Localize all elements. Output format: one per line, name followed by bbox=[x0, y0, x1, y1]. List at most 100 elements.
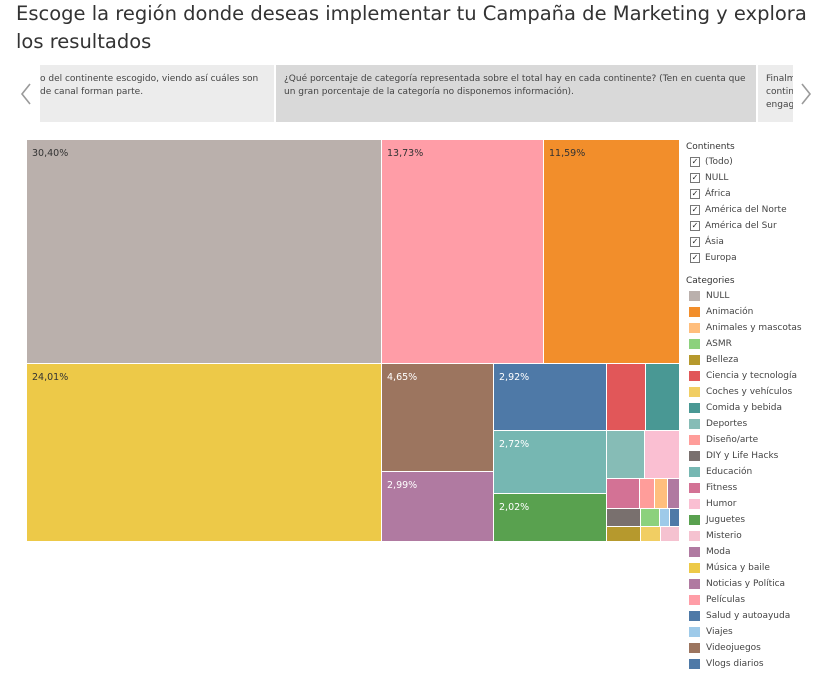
continent-filter-item[interactable]: ✓ Europa bbox=[686, 250, 826, 266]
continent-filter-label: África bbox=[705, 189, 731, 199]
treemap-tile[interactable]: 2,99% bbox=[382, 472, 494, 542]
category-legend-item[interactable]: Juguetes bbox=[686, 512, 826, 528]
color-swatch bbox=[689, 547, 700, 557]
category-legend-item[interactable]: Coches y vehículos bbox=[686, 384, 826, 400]
story-next-button[interactable] bbox=[797, 80, 815, 108]
category-legend-item[interactable]: NULL bbox=[686, 288, 826, 304]
continent-filter-item[interactable]: ✓ América del Norte bbox=[686, 202, 826, 218]
category-legend-item[interactable]: Misterio bbox=[686, 528, 826, 544]
checkbox-icon[interactable]: ✓ bbox=[690, 205, 700, 215]
treemap-tile[interactable] bbox=[646, 364, 680, 431]
continent-filter-item[interactable]: ✓ (Todo) bbox=[686, 154, 826, 170]
treemap-tile[interactable] bbox=[607, 509, 641, 527]
color-swatch bbox=[689, 531, 700, 541]
category-legend-item[interactable]: Viajes bbox=[686, 624, 826, 640]
category-legend-item[interactable]: Comida y bebida bbox=[686, 400, 826, 416]
category-legend-item[interactable]: Animación bbox=[686, 304, 826, 320]
legend-panel: Continents ✓ (Todo) ✓ NULL ✓ África ✓ América d… bbox=[686, 140, 826, 672]
category-legend-item[interactable]: Noticias y Política bbox=[686, 576, 826, 592]
story-prev-button[interactable] bbox=[17, 80, 35, 108]
color-swatch bbox=[689, 643, 700, 653]
category-legend-item[interactable]: Videojuegos bbox=[686, 640, 826, 656]
category-legend-item[interactable]: Diseño/arte bbox=[686, 432, 826, 448]
treemap-tile[interactable] bbox=[661, 527, 680, 542]
category-legend-item[interactable]: Humor bbox=[686, 496, 826, 512]
category-treemap: 30,40% 13,73% 11,59% 24,01% 4,65% 2,99% 2,92% 2… bbox=[27, 140, 680, 542]
category-legend-item[interactable]: Educación bbox=[686, 464, 826, 480]
checkbox-icon[interactable]: ✓ bbox=[690, 189, 700, 199]
treemap-tile[interactable]: 4,65% bbox=[382, 364, 494, 472]
story-point-previous[interactable]: o del continente escogido, viendo así cu… bbox=[40, 65, 274, 122]
treemap-tile-label: 2,92% bbox=[499, 372, 530, 383]
category-legend-item[interactable]: Moda bbox=[686, 544, 826, 560]
treemap-tile[interactable]: 24,01% bbox=[27, 364, 382, 542]
treemap-tile-label: 2,72% bbox=[499, 439, 530, 450]
category-legend-label: Videojuegos bbox=[706, 643, 761, 653]
continents-filter: ✓ (Todo) ✓ NULL ✓ África ✓ América del Norte ✓ Am… bbox=[686, 154, 826, 266]
category-legend-item[interactable]: Salud y autoayuda bbox=[686, 608, 826, 624]
treemap-tile[interactable] bbox=[640, 479, 655, 509]
category-legend-label: ASMR bbox=[706, 339, 732, 349]
color-swatch bbox=[689, 467, 700, 477]
treemap-tile[interactable]: 2,02% bbox=[494, 494, 607, 542]
category-legend-item[interactable]: Deportes bbox=[686, 416, 826, 432]
category-legend-label: DIY y Life Hacks bbox=[706, 451, 779, 461]
category-legend-item[interactable]: Música y baile bbox=[686, 560, 826, 576]
color-swatch bbox=[689, 419, 700, 429]
color-swatch bbox=[689, 307, 700, 317]
category-legend-label: Belleza bbox=[706, 355, 739, 365]
category-legend-label: Moda bbox=[706, 547, 731, 557]
story-point-next[interactable]: Finalm contin engage bbox=[758, 65, 793, 122]
category-legend-label: NULL bbox=[706, 291, 730, 301]
continent-filter-label: América del Sur bbox=[705, 221, 777, 231]
category-legend-item[interactable]: Belleza bbox=[686, 352, 826, 368]
treemap-tile[interactable] bbox=[607, 527, 641, 542]
checkbox-icon[interactable]: ✓ bbox=[690, 173, 700, 183]
treemap-tile[interactable]: 13,73% bbox=[382, 140, 544, 364]
category-legend-label: Deportes bbox=[706, 419, 748, 429]
color-swatch bbox=[689, 579, 700, 589]
treemap-tile[interactable] bbox=[645, 431, 680, 479]
color-swatch bbox=[689, 659, 700, 669]
continent-filter-item[interactable]: ✓ América del Sur bbox=[686, 218, 826, 234]
treemap-tile[interactable] bbox=[660, 509, 670, 527]
category-legend-item[interactable]: Fitness bbox=[686, 480, 826, 496]
treemap-tile[interactable]: 11,59% bbox=[544, 140, 680, 364]
category-legend-item[interactable]: ASMR bbox=[686, 336, 826, 352]
checkbox-icon[interactable]: ✓ bbox=[690, 221, 700, 231]
treemap-tile-label: 13,73% bbox=[387, 148, 424, 159]
color-swatch bbox=[689, 435, 700, 445]
treemap-tile[interactable] bbox=[607, 479, 640, 509]
checkbox-icon[interactable]: ✓ bbox=[690, 237, 700, 247]
continent-filter-item[interactable]: ✓ África bbox=[686, 186, 826, 202]
continent-filter-item[interactable]: ✓ NULL bbox=[686, 170, 826, 186]
category-legend-item[interactable]: Animales y mascotas bbox=[686, 320, 826, 336]
category-legend-label: Comida y bebida bbox=[706, 403, 783, 413]
treemap-tile[interactable] bbox=[670, 509, 680, 527]
story-point-current[interactable]: ¿Qué porcentaje de categoría representad… bbox=[276, 65, 756, 122]
category-legend-item[interactable]: DIY y Life Hacks bbox=[686, 448, 826, 464]
category-legend-item[interactable]: Ciencia y tecnología bbox=[686, 368, 826, 384]
treemap-tile[interactable] bbox=[655, 479, 668, 509]
checkbox-icon[interactable]: ✓ bbox=[690, 253, 700, 263]
category-legend-item[interactable]: Películas bbox=[686, 592, 826, 608]
color-swatch bbox=[689, 371, 700, 381]
checkbox-icon[interactable]: ✓ bbox=[690, 157, 700, 167]
treemap-tile[interactable] bbox=[607, 431, 645, 479]
continent-filter-item[interactable]: ✓ Ásia bbox=[686, 234, 826, 250]
treemap-tile[interactable]: 30,40% bbox=[27, 140, 382, 364]
story-point-text: ¿Qué porcentaje de categoría representad… bbox=[284, 74, 746, 97]
treemap-tile[interactable]: 2,72% bbox=[494, 431, 607, 494]
treemap-tile[interactable]: 2,92% bbox=[494, 364, 607, 431]
treemap-tile[interactable] bbox=[607, 364, 646, 431]
category-legend-label: Humor bbox=[706, 499, 737, 509]
category-legend-item[interactable]: Vlogs diarios bbox=[686, 656, 826, 672]
treemap-tile[interactable] bbox=[641, 509, 660, 527]
treemap-tile[interactable] bbox=[641, 527, 661, 542]
color-swatch bbox=[689, 451, 700, 461]
story-point-text: Finalm contin engage bbox=[766, 74, 793, 110]
category-legend-label: Vlogs diarios bbox=[706, 659, 764, 669]
treemap-tile-label: 30,40% bbox=[32, 148, 69, 159]
treemap-tile-label: 4,65% bbox=[387, 372, 418, 383]
treemap-tile[interactable] bbox=[668, 479, 680, 509]
